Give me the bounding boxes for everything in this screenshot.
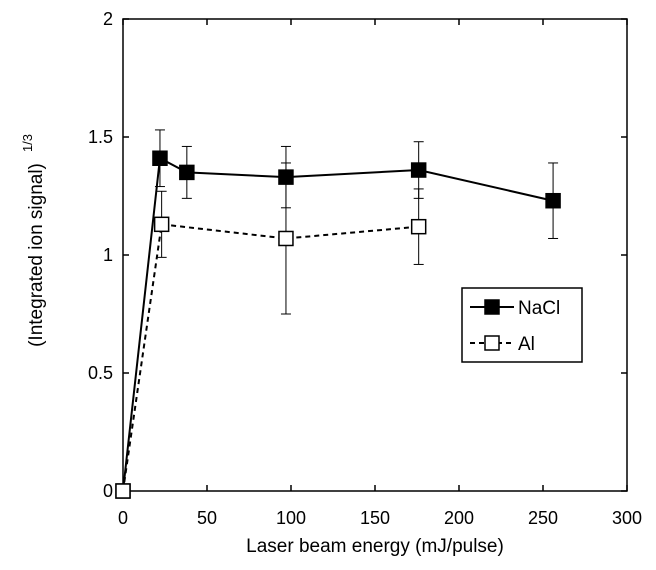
y-axis-label: (Integrated ion signal) (26, 163, 47, 347)
plot-frame (122, 18, 628, 492)
x-tick-label: 200 (444, 508, 474, 528)
y-tick-label: 1 (103, 245, 113, 265)
legend-marker (484, 299, 500, 315)
marker (152, 150, 168, 166)
marker (179, 164, 195, 181)
legend-box (461, 287, 583, 363)
legend-label: NaCl (518, 298, 560, 319)
legend-label: Al (518, 334, 535, 355)
y-axis-label-group: (Integrated ion signal) 1/3 (20, 134, 47, 347)
y-tick-label: 1.5 (88, 127, 113, 147)
x-tick-label: 250 (528, 508, 558, 528)
marker (115, 483, 131, 499)
marker (278, 230, 294, 247)
marker (545, 192, 561, 209)
marker (410, 218, 427, 235)
x-tick-label: 300 (612, 508, 642, 528)
x-tick-label: 50 (197, 508, 217, 528)
series-line (122, 223, 419, 492)
series-line (122, 156, 554, 492)
y-axis-label-superscript: 1/3 (20, 134, 35, 152)
legend-marker (484, 335, 500, 351)
x-axis-label: Laser beam energy (mJ/pulse) (246, 536, 504, 557)
y-tick-label: 0 (103, 481, 113, 501)
x-tick-label: 150 (360, 508, 390, 528)
x-tick-label: 100 (276, 508, 306, 528)
y-tick-label: 0.5 (88, 363, 113, 383)
marker (410, 162, 427, 178)
y-tick-label: 2 (103, 9, 113, 29)
marker (153, 216, 170, 233)
x-tick-label: 0 (118, 508, 128, 528)
